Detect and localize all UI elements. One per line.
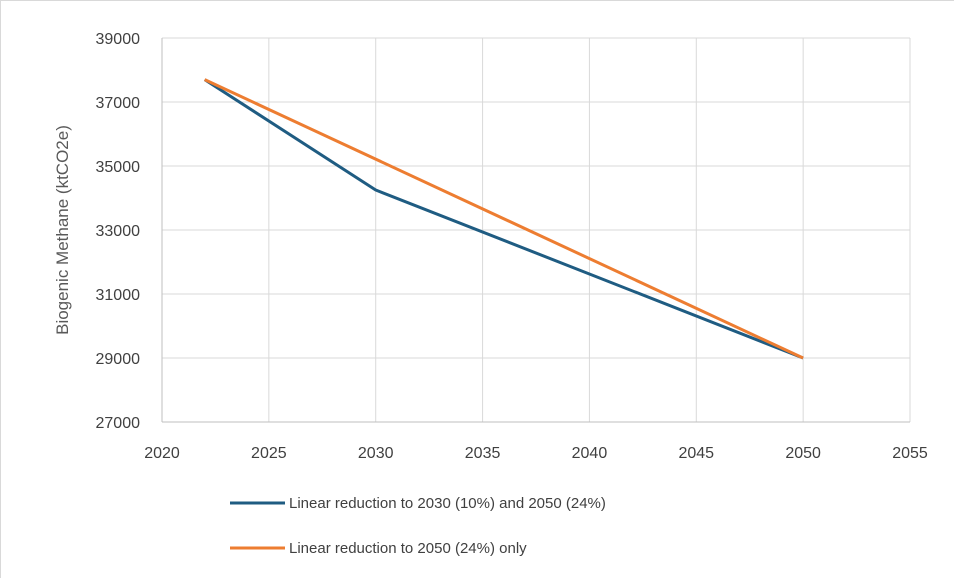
- x-tick-labels: 2020 2025 2030 2035 2040 2045 2050 2055: [144, 445, 928, 462]
- y-tick-label: 39000: [96, 31, 141, 48]
- x-tick-label: 2035: [465, 445, 501, 462]
- legend-label-1: Linear reduction to 2030 (10%) and 2050 …: [289, 495, 606, 512]
- y-tick-label: 29000: [96, 351, 141, 368]
- legend-label-2: Linear reduction to 2050 (24%) only: [289, 540, 527, 557]
- series-lines: [203, 78, 804, 360]
- x-tick-label: 2030: [358, 445, 394, 462]
- y-axis-label: Biogenic Methane (ktCO2e): [53, 125, 72, 335]
- y-tick-label: 37000: [96, 95, 141, 112]
- series-line-1: [203, 78, 804, 360]
- legend: Linear reduction to 2030 (10%) and 2050 …: [230, 495, 606, 557]
- x-tick-label: 2040: [572, 445, 608, 462]
- x-tick-label: 2020: [144, 445, 180, 462]
- x-tick-label: 2055: [892, 445, 928, 462]
- y-tick-label: 33000: [96, 223, 141, 240]
- y-tick-label: 31000: [96, 287, 141, 304]
- y-tick-label: 35000: [96, 159, 141, 176]
- x-tick-label: 2045: [678, 445, 714, 462]
- axes: [161, 38, 910, 423]
- x-tick-label: 2025: [251, 445, 287, 462]
- series-line-2: [204, 78, 804, 360]
- y-tick-label: 27000: [96, 415, 141, 432]
- gridlines: [162, 37, 911, 422]
- x-tick-label: 2050: [785, 445, 821, 462]
- y-tick-labels: 39000 37000 35000 33000 31000 29000 27000: [96, 31, 141, 432]
